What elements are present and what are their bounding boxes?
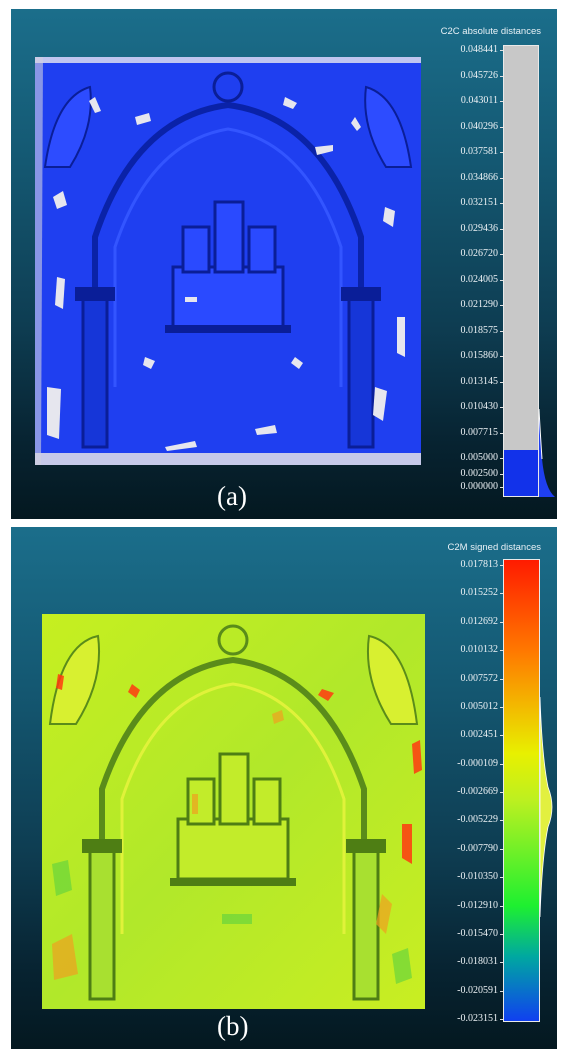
scale-tick-mark [500,356,503,357]
scale-fill-above-threshold [504,46,538,452]
scale-tick-mark [500,621,503,623]
scale-tick-mark [500,706,503,708]
c2m-distance-mesh-render [42,614,425,1009]
scale-tick-mark [500,75,503,77]
scale-fill-below-threshold [504,450,538,496]
c2c-distance-mesh-render [35,57,421,465]
scale-tick-mark [500,432,503,434]
scale-tick-label: -0.007790 [457,842,498,854]
scale-tick-mark [500,820,503,822]
distance-histogram [540,697,553,917]
scale-tick-mark [500,101,503,102]
scale-tick-label: 0.040296 [460,120,499,132]
scale-tick-mark [500,990,503,992]
scale-tick-mark [500,1019,503,1020]
scale-title: C2C absolute distances [440,26,541,37]
scale-tick-label: 0.021290 [460,299,499,310]
scale-tick-label: 0.002451 [460,729,499,741]
scale-tick-label: 0.007572 [460,672,499,684]
scale-tick-label: 0.043011 [460,95,498,106]
scale-tick-label: -0.012910 [457,899,498,911]
scale-tick-label: -0.000109 [457,757,498,769]
scale-tick-label: 0.026720 [460,248,499,259]
scale-tick-mark [500,458,503,459]
scale-tick-mark [500,474,503,475]
scale-tick-label: 0.005012 [460,700,499,712]
scale-tick-label: 0.015252 [460,587,499,599]
scale-tick-labels: 0.048441 0.045726 0.043011 0.040296 0.037581… [401,9,503,519]
scale-tick-mark [500,254,503,255]
scale-tick-mark [500,407,503,408]
scale-tick-mark [500,905,503,907]
scale-tick-label: 0.045726 [460,69,499,81]
scale-tick-mark [500,848,503,850]
scale-tick-label: 0.005000 [460,452,499,463]
scale-tick-label: 0.010132 [460,644,499,656]
panel-b-c2m: C2M signed distances 0.017813 0.015252 0.0… [11,527,557,1049]
scale-tick-label: 0.013145 [460,375,499,387]
scale-tick-label: 0.032151 [460,197,499,208]
scale-tick-mark [500,330,503,332]
scale-tick-label: 0.024005 [460,273,499,285]
scale-tick-mark [500,487,503,488]
color-scale-bar [503,559,540,1022]
scale-tick-mark [500,877,503,879]
scale-tick-label: 0.029436 [460,222,499,234]
scale-tick-label: -0.015470 [457,927,498,939]
scale-tick-mark [500,792,503,793]
scale-tick-mark [500,650,503,652]
scale-tick-mark [500,126,503,128]
scale-tick-label: 0.002500 [460,468,499,479]
scale-gradient-fill [504,560,539,1021]
scale-tick-label: -0.023151 [457,1013,498,1024]
scale-tick-mark [500,933,503,935]
scale-tick-mark [500,381,503,383]
scale-tick-label: 0.000000 [460,481,499,492]
scale-tick-label: -0.010350 [457,871,498,883]
scale-tick-label: 0.015860 [460,350,499,361]
scale-tick-mark [500,593,503,595]
scale-tick-label: 0.007715 [460,426,499,438]
scale-tick-mark [500,152,503,153]
scale-tick-mark [500,735,503,737]
scale-tick-mark [500,177,503,179]
scale-tick-mark [500,565,503,566]
scale-tick-mark [500,763,503,765]
scale-title: C2M signed distances [447,542,541,553]
scale-tick-label: 0.017813 [460,559,499,570]
scale-tick-label: -0.005229 [457,814,498,826]
scale-tick-mark [500,678,503,680]
scale-tick-mark [500,228,503,230]
scale-tick-label: -0.002669 [457,786,498,797]
panel-caption: (a) [217,481,247,511]
scale-tick-label: 0.010430 [460,401,499,412]
scale-tick-mark [500,203,503,204]
scale-tick-labels: 0.017813 0.015252 0.012692 0.010132 0.007572… [401,527,503,1049]
scale-tick-label: 0.012692 [460,615,499,627]
panel-a-c2c: C2C absolute distances 0.048441 0.045726 0… [11,9,557,519]
scale-tick-mark [500,50,503,51]
color-scale-bar [503,45,539,497]
scale-tick-label: -0.020591 [457,984,498,996]
distance-histogram [539,409,555,497]
scale-tick-mark [500,962,503,964]
scale-tick-label: 0.037581 [460,146,499,157]
scale-tick-mark [500,305,503,306]
scale-tick-label: 0.034866 [460,171,499,183]
scale-tick-mark [500,279,503,281]
scale-tick-label: 0.018575 [460,324,499,336]
scale-tick-label: 0.048441 [460,44,499,55]
panel-caption: (b) [217,1011,249,1041]
scale-tick-label: -0.018031 [457,956,498,968]
